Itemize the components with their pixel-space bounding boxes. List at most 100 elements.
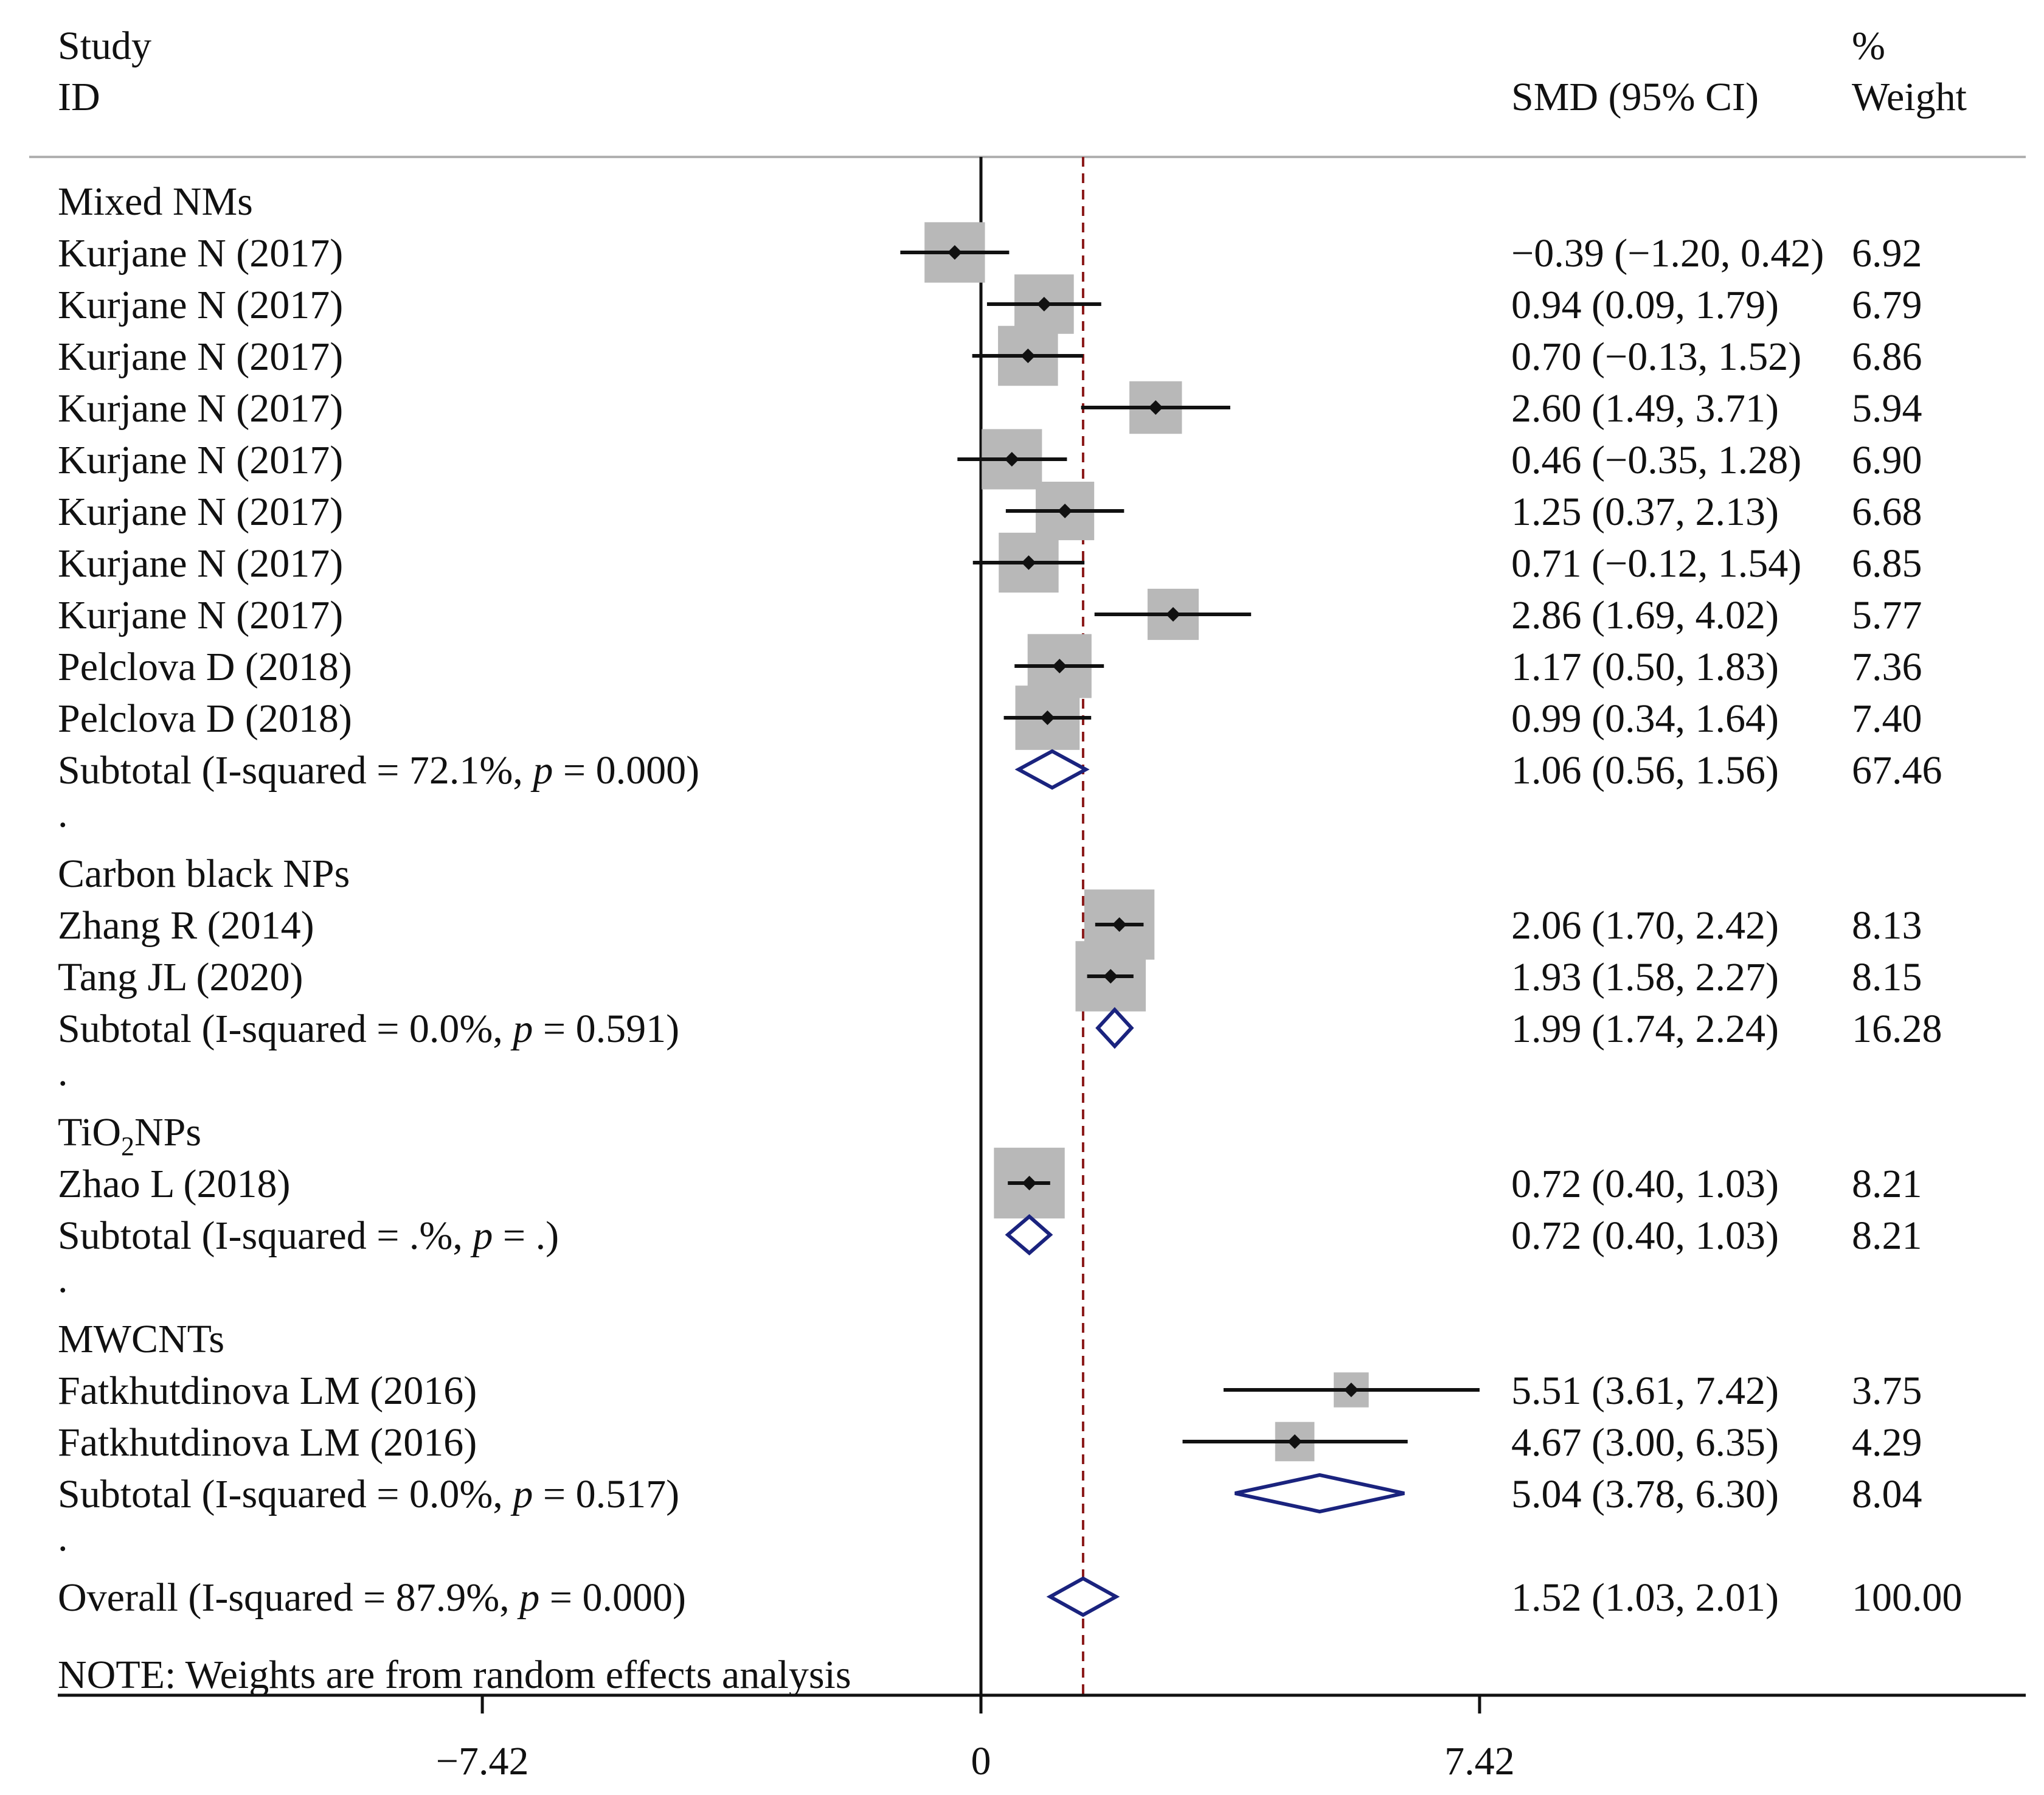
point-estimate <box>1036 297 1051 311</box>
point-estimate <box>1287 1434 1303 1449</box>
forest-row-dot: . <box>58 1050 68 1094</box>
study-label: Pelclova D (2018) <box>58 696 352 741</box>
ci-text: 0.94 (0.09, 1.79) <box>1511 283 1779 327</box>
point-estimate <box>1148 400 1163 415</box>
weight-value: 7.40 <box>1852 696 1922 741</box>
footnote: NOTE: Weights are from random effects an… <box>58 1653 851 1697</box>
study-label: Pelclova D (2018) <box>58 645 352 689</box>
subtotal-label: Subtotal (I-squared = 0.0%, p = 0.517) <box>58 1472 679 1516</box>
group-separator: . <box>58 1515 68 1560</box>
weight-value: 8.21 <box>1852 1213 1922 1258</box>
weight-value: 6.68 <box>1852 490 1922 534</box>
weight-value: 8.04 <box>1852 1472 1922 1516</box>
ci-text: 5.04 (3.78, 6.30) <box>1511 1472 1779 1516</box>
ci-text: 2.06 (1.70, 2.42) <box>1511 903 1779 948</box>
forest-row-group: MWCNTs <box>58 1317 224 1361</box>
study-label: Zhang R (2014) <box>58 903 314 948</box>
point-estimate <box>1103 969 1118 984</box>
weight-value: 100.00 <box>1852 1575 1963 1620</box>
point-estimate <box>947 245 962 260</box>
study-rows: Mixed NMs Kurjane N (2017) −0.39 (−1.20, 0… <box>58 179 1963 1620</box>
group-label: MWCNTs <box>58 1317 224 1361</box>
point-estimate <box>1020 349 1036 363</box>
forest-row-study: Kurjane N (2017) 1.25 (0.37, 2.13) 6.68 <box>58 481 1922 541</box>
p-symbol: p <box>470 1213 493 1258</box>
group-separator: . <box>58 791 68 836</box>
ci-text: 1.99 (1.74, 2.24) <box>1511 1007 1779 1051</box>
p-value: = 0.000) <box>553 748 699 793</box>
subtotal-heterogeneity: Subtotal (I-squared = 72.1%, <box>58 748 533 793</box>
group-label-subscript: 2 <box>121 1131 134 1161</box>
weight-value: 6.86 <box>1852 335 1922 379</box>
forest-row-study: Tang JL (2020) 1.93 (1.58, 2.27) 8.15 <box>58 941 1922 1012</box>
point-estimate <box>1052 659 1067 673</box>
study-label: Fatkhutdinova LM (2016) <box>58 1420 477 1465</box>
forest-row-study: Kurjane N (2017) 0.46 (−0.35, 1.28) 6.90 <box>58 429 1922 490</box>
forest-row-dot: . <box>58 1257 68 1301</box>
p-value: = 0.000) <box>539 1575 686 1620</box>
header-estimate-label: SMD (95% CI) <box>1511 75 1759 119</box>
study-label: Tang JL (2020) <box>58 955 303 999</box>
point-estimate <box>1166 607 1181 622</box>
forest-row-group: Carbon black NPs <box>58 852 350 896</box>
point-estimate <box>1112 917 1127 932</box>
p-symbol: p <box>530 748 553 793</box>
study-label: Fatkhutdinova LM (2016) <box>58 1369 477 1413</box>
weight-value: 67.46 <box>1852 748 1942 793</box>
ci-text: 1.06 (0.56, 1.56) <box>1511 748 1779 793</box>
weight-value: 7.36 <box>1852 645 1922 689</box>
group-label-text: TiO <box>58 1110 121 1154</box>
subtotal-diamond <box>1005 1214 1053 1255</box>
group-label-text: Mixed NMs <box>58 179 253 224</box>
ci-text: 0.72 (0.40, 1.03) <box>1511 1213 1779 1258</box>
point-estimate <box>1004 452 1019 467</box>
point-estimate <box>1040 710 1055 725</box>
ci-text: 4.67 (3.00, 6.35) <box>1511 1420 1779 1465</box>
p-value: = 0.517) <box>533 1472 679 1516</box>
forest-row-overall: Overall (I-squared = 87.9%, p = 0.000) 1.… <box>58 1575 1963 1620</box>
ci-text: −0.39 (−1.20, 0.42) <box>1511 231 1824 276</box>
header-weight-line2: Weight <box>1852 75 1967 119</box>
subtotal-diamond <box>1014 749 1090 790</box>
subtotal-heterogeneity: Subtotal (I-squared = 0.0%, <box>58 1007 513 1051</box>
subtotal-label: Subtotal (I-squared = 0.0%, p = 0.591) <box>58 1007 679 1051</box>
forest-row-study: Kurjane N (2017) −0.39 (−1.20, 0.42) 6.92 <box>58 222 1922 283</box>
forest-row-dot: . <box>58 1515 68 1560</box>
study-label: Kurjane N (2017) <box>58 231 343 276</box>
group-label-text: Carbon black NPs <box>58 852 350 896</box>
overall-label: Overall (I-squared = 87.9%, p = 0.000) <box>58 1575 686 1620</box>
ci-text: 0.70 (−0.13, 1.52) <box>1511 335 1801 379</box>
p-value: = 0.591) <box>533 1007 679 1051</box>
group-separator: . <box>58 1050 68 1094</box>
ci-text: 0.46 (−0.35, 1.28) <box>1511 438 1801 482</box>
reference-lines <box>979 157 1084 1695</box>
ci-text: 2.86 (1.69, 4.02) <box>1511 593 1779 637</box>
header-study-line2: ID <box>58 75 100 119</box>
forest-row-study: Zhang R (2014) 2.06 (1.70, 2.42) 8.13 <box>58 889 1922 960</box>
overall-heterogeneity: Overall (I-squared = 87.9%, <box>58 1575 519 1620</box>
study-label: Kurjane N (2017) <box>58 386 343 431</box>
subtotal-diamond <box>1095 1007 1134 1049</box>
weight-value: 8.15 <box>1852 955 1922 999</box>
forest-row-group: Mixed NMs <box>58 179 253 224</box>
weight-value: 6.92 <box>1852 231 1922 276</box>
group-label-text: MWCNTs <box>58 1317 224 1361</box>
ci-text: 2.60 (1.49, 3.71) <box>1511 386 1779 431</box>
forest-row-study: Zhao L (2018) 0.72 (0.40, 1.03) 8.21 <box>58 1147 1922 1219</box>
forest-row-study: Kurjane N (2017) 2.60 (1.49, 3.71) 5.94 <box>58 381 1922 434</box>
forest-row-study: Fatkhutdinova LM (2016) 5.51 (3.61, 7.42)… <box>58 1369 1922 1413</box>
ci-text: 1.52 (1.03, 2.01) <box>1511 1575 1779 1620</box>
overall-diamond <box>1046 1576 1120 1617</box>
weight-value: 5.77 <box>1852 593 1922 637</box>
group-label: Carbon black NPs <box>58 852 350 896</box>
group-label: Mixed NMs <box>58 179 253 224</box>
ci-text: 0.71 (−0.12, 1.54) <box>1511 541 1801 586</box>
weight-value: 8.21 <box>1852 1162 1922 1206</box>
study-label: Kurjane N (2017) <box>58 490 343 534</box>
study-label: Kurjane N (2017) <box>58 283 343 327</box>
ci-text: 0.99 (0.34, 1.64) <box>1511 696 1779 741</box>
p-value: = .) <box>493 1213 559 1258</box>
forest-row-subtotal: Subtotal (I-squared = 0.0%, p = 0.591) 1.… <box>58 1007 1942 1051</box>
